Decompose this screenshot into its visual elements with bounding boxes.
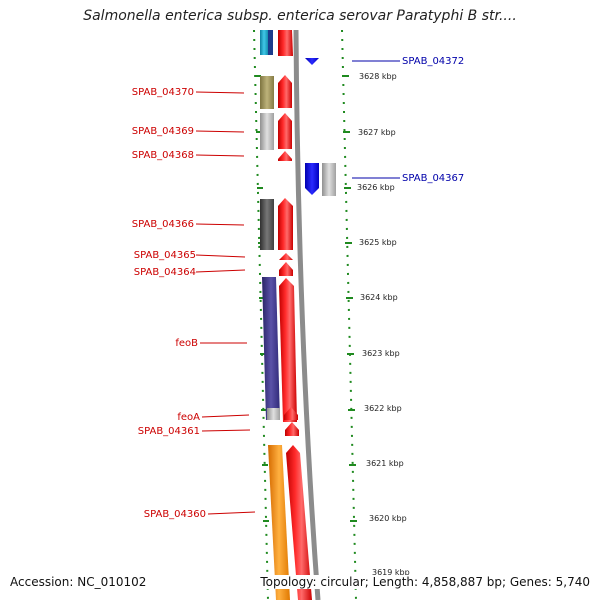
kbp-tick-label: 3625 kbp <box>359 238 397 247</box>
cds-feature[interactable] <box>278 113 292 149</box>
gene-label[interactable]: SPAB_04364 <box>134 267 196 278</box>
gene-block[interactable] <box>268 30 273 55</box>
gene-block[interactable] <box>260 76 274 109</box>
right-major-ticks <box>342 75 357 522</box>
gene-block[interactable] <box>262 277 280 420</box>
kbp-tick-label: 3626 kbp <box>357 183 395 192</box>
gene-label[interactable]: SPAB_04372 <box>402 56 464 67</box>
cds-feature[interactable] <box>279 262 293 276</box>
gene-block-track <box>260 30 290 600</box>
accession-text: Accession: NC_010102 <box>10 575 147 589</box>
gene-block[interactable] <box>267 408 280 420</box>
kbp-tick-label: 3620 kbp <box>369 514 407 523</box>
forward-cds-track <box>278 30 312 600</box>
kbp-tick-label: 3623 kbp <box>362 349 400 358</box>
cds-feature[interactable] <box>278 151 292 161</box>
gene-block[interactable] <box>322 163 336 196</box>
left-leaders <box>195 91 256 515</box>
gene-block[interactable] <box>268 445 290 600</box>
cds-feature[interactable] <box>284 407 298 420</box>
gene-label[interactable]: SPAB_04369 <box>132 126 194 137</box>
cds-feature[interactable] <box>286 445 312 600</box>
gene-label[interactable]: SPAB_04370 <box>132 87 194 98</box>
right-leaders <box>352 60 400 179</box>
cds-feature[interactable] <box>278 198 293 250</box>
gene-label[interactable]: SPAB_04361 <box>138 426 200 437</box>
topology-text: Topology: circular; Length: 4,858,887 bp… <box>256 575 590 589</box>
gene-label[interactable]: feoA <box>177 412 200 423</box>
cds-feature-reverse[interactable] <box>305 163 319 195</box>
cds-feature[interactable] <box>278 30 293 56</box>
right-gene-labels: SPAB_04372 SPAB_04367 <box>402 56 464 184</box>
cds-feature[interactable] <box>285 422 299 436</box>
gene-label[interactable]: SPAB_04365 <box>134 250 196 261</box>
gene-label[interactable]: SPAB_04367 <box>402 173 464 184</box>
gene-label[interactable]: SPAB_04366 <box>132 219 194 230</box>
gene-label[interactable]: feoB <box>175 338 198 349</box>
gene-block[interactable] <box>260 199 274 250</box>
cds-feature[interactable] <box>279 278 297 422</box>
right-tick-column <box>341 29 357 600</box>
kbp-tick-label: 3622 kbp <box>364 404 402 413</box>
left-gene-labels: SPAB_04370 SPAB_04369 SPAB_04368 SPAB_04… <box>132 87 206 520</box>
gene-label[interactable]: SPAB_04368 <box>132 150 194 161</box>
gene-block[interactable] <box>260 30 268 55</box>
kbp-tick-label: 3621 kbp <box>366 459 404 468</box>
kbp-tick-label: 3628 kbp <box>359 72 397 81</box>
kbp-scale: 3628 kbp 3627 kbp 3626 kbp 3625 kbp 3624… <box>357 72 410 577</box>
reverse-cds-track <box>305 58 336 196</box>
gene-label[interactable]: SPAB_04360 <box>144 509 206 520</box>
kbp-tick-label: 3624 kbp <box>360 293 398 302</box>
gene-block[interactable] <box>260 113 274 150</box>
kbp-tick-label: 3619 kbp <box>372 568 410 577</box>
cds-feature-reverse[interactable] <box>305 58 319 65</box>
genome-backbone <box>293 29 321 600</box>
cds-feature[interactable] <box>279 253 293 260</box>
map-title: Salmonella enterica subsp. enterica sero… <box>83 8 517 24</box>
cds-feature[interactable] <box>278 75 292 108</box>
kbp-tick-label: 3627 kbp <box>358 128 396 137</box>
